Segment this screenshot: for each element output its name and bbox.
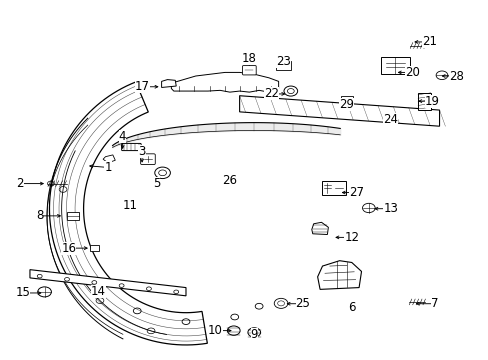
Text: 10: 10 [207, 324, 222, 337]
Text: 21: 21 [422, 35, 436, 49]
FancyBboxPatch shape [141, 154, 155, 165]
Text: 13: 13 [383, 202, 397, 215]
Bar [276, 60, 290, 69]
Text: 7: 7 [430, 297, 438, 310]
Text: 6: 6 [347, 301, 355, 314]
Polygon shape [103, 155, 115, 163]
Text: 2: 2 [17, 177, 24, 190]
Text: 26: 26 [222, 174, 237, 186]
Text: 20: 20 [405, 66, 419, 79]
Text: 9: 9 [250, 328, 258, 341]
Text: 11: 11 [122, 199, 137, 212]
Text: 29: 29 [339, 98, 354, 111]
FancyBboxPatch shape [122, 143, 141, 150]
Text: 14: 14 [91, 285, 105, 298]
Bar [417, 93, 430, 110]
Text: 24: 24 [383, 113, 397, 126]
Bar [66, 212, 79, 220]
Text: 5: 5 [153, 177, 160, 190]
Bar [340, 96, 352, 109]
Bar [321, 181, 345, 195]
Polygon shape [49, 82, 207, 345]
Polygon shape [317, 261, 361, 289]
Text: 1: 1 [104, 161, 111, 174]
Text: 17: 17 [134, 80, 149, 93]
Text: 3: 3 [138, 145, 145, 158]
Text: 22: 22 [264, 87, 278, 100]
Text: 4: 4 [119, 130, 126, 144]
Text: 15: 15 [15, 287, 30, 300]
Text: 27: 27 [348, 186, 364, 199]
Text: 18: 18 [242, 51, 256, 64]
Polygon shape [239, 96, 439, 126]
Polygon shape [311, 222, 328, 234]
Polygon shape [30, 270, 185, 296]
Text: 19: 19 [424, 95, 439, 108]
Text: 25: 25 [295, 297, 310, 310]
Text: 16: 16 [61, 242, 76, 255]
Polygon shape [171, 72, 278, 92]
Text: 8: 8 [36, 210, 43, 222]
Text: 23: 23 [276, 55, 290, 68]
Bar [380, 57, 409, 74]
Text: 12: 12 [344, 231, 359, 244]
Text: 28: 28 [448, 69, 463, 82]
Polygon shape [161, 80, 176, 87]
FancyBboxPatch shape [242, 66, 256, 75]
